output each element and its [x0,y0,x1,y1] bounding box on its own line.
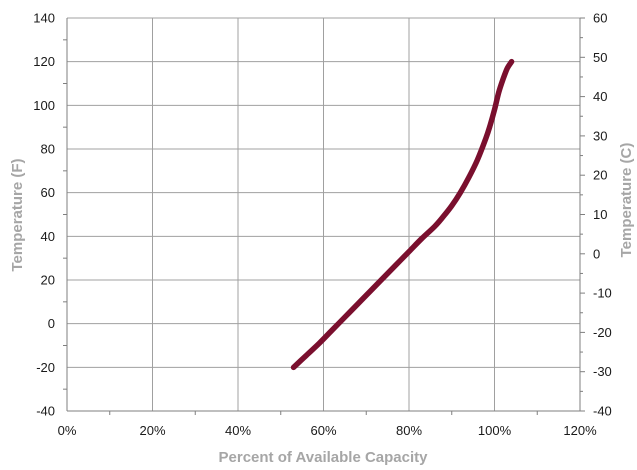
y-tick-label-left: 40 [41,229,55,244]
x-tick-label: 60% [310,423,336,438]
y-tick-label-left: 80 [41,142,55,157]
x-tick-label: 20% [139,423,165,438]
y-tick-label-right: -10 [593,286,612,301]
y-tick-label-right: 50 [593,50,607,65]
y-tick-label-right: -20 [593,325,612,340]
series-line [290,58,515,371]
x-tick-label: 40% [225,423,251,438]
y-tick-label-left: 60 [41,185,55,200]
series [290,58,515,371]
y-tick-label-left: 0 [48,316,55,331]
y-tick-label-left: 140 [33,11,55,26]
x-tick-label: 120% [563,423,597,438]
x-tick-label: 0% [58,423,77,438]
grid [66,17,581,412]
x-tick-label: 100% [478,423,512,438]
x-axis-title: Percent of Available Capacity [219,449,429,466]
y-tick-label-left: 120 [33,54,55,69]
y-tick-label-left: 20 [41,273,55,288]
x-tick-label: 80% [396,423,422,438]
y-tick-label-right: 0 [593,246,600,261]
y-tick-label-left: -20 [36,360,55,375]
y-tick-label-right: 30 [593,128,607,143]
y-tick-labels-right: -40 -30 -20 -10 0 10 20 30 40 50 60 [593,11,612,419]
y-tick-label-right: 20 [593,168,607,183]
y-tick-labels-left: -40 -20 0 20 40 60 80 100 120 140 [33,11,55,419]
y-tick-label-right: -30 [593,364,612,379]
y-tick-label-left: 100 [33,98,55,113]
y-tick-label-left: -40 [36,404,55,419]
y-axis-title-right: Temperature (C) [618,143,635,258]
y-tick-label-right: 10 [593,207,607,222]
minor-ticks [63,17,585,415]
y-tick-label-right: -40 [593,404,612,419]
x-tick-labels: 0% 20% 40% 60% 80% 100% 120% [58,423,597,438]
axes [66,18,581,412]
y-tick-label-right: 40 [593,89,607,104]
y-tick-label-right: 60 [593,11,607,26]
y-axis-title-left: Temperature (F) [9,158,26,271]
